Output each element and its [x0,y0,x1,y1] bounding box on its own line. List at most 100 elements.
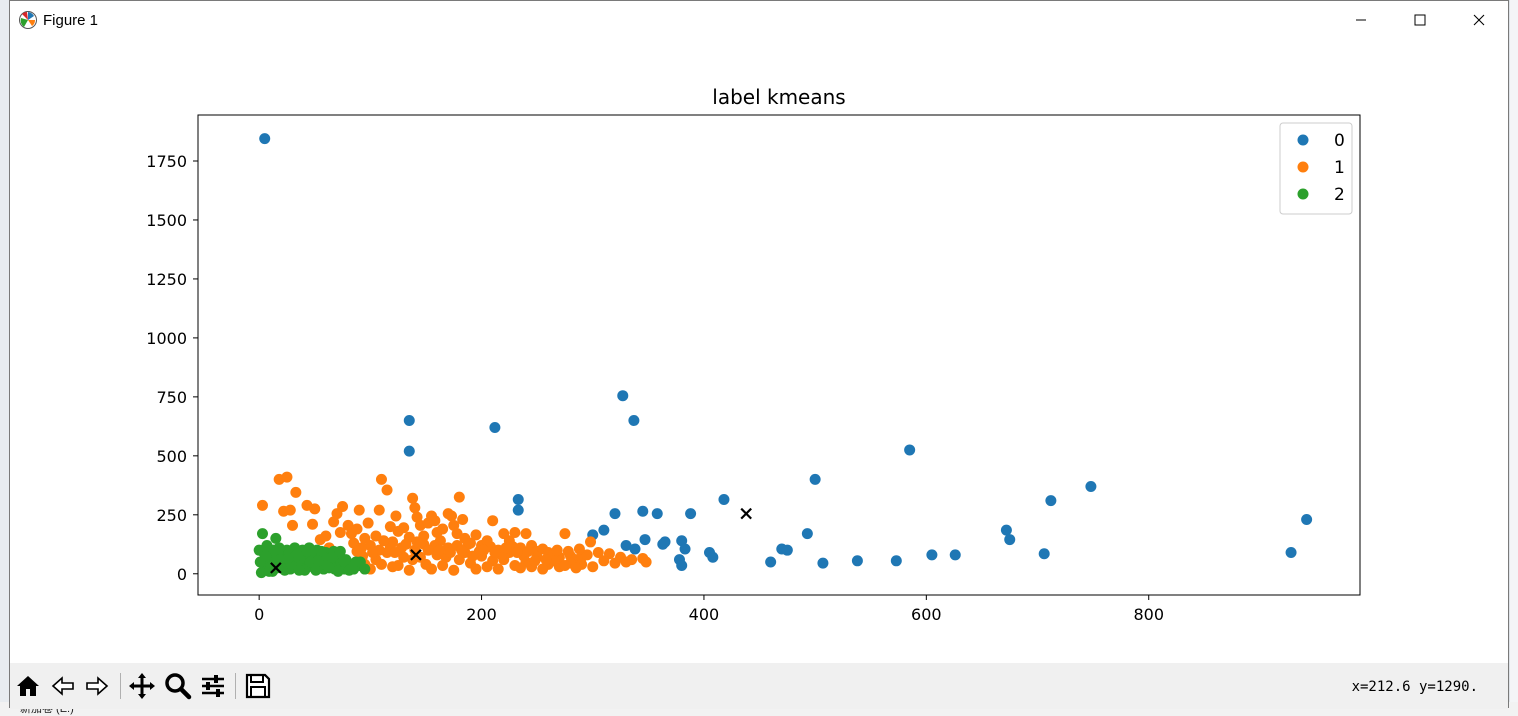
cluster-1-point [433,544,445,556]
cluster-0-point [1004,534,1016,546]
cluster-2-point [256,528,268,540]
cluster-1-point [592,547,604,559]
cluster-1-point [407,492,419,504]
cluster-1-point [256,499,268,511]
axes-frame [197,114,1361,596]
cluster-1-point [537,563,549,575]
centroid-marker [270,562,282,574]
figure-canvas[interactable]: label kmeans 0 200 400 600 800 0 250 500 750 1000… [10,39,1508,663]
cluster-1-point [478,544,490,556]
navigation-toolbar: x=212.6 y=1290. [10,663,1508,709]
cluster-1-point [392,560,404,572]
cluster-0-point [817,557,829,569]
y-tick-label: 250 [156,506,187,525]
forward-icon[interactable] [82,671,112,701]
cluster-0-point [598,524,610,536]
cursor-coordinates: x=212.6 y=1290. [1351,679,1478,695]
close-button[interactable] [1450,1,1508,39]
x-tick-label: 800 [1133,605,1164,624]
desktop-background-left [0,0,9,716]
cluster-2-point [293,564,305,576]
title-bar[interactable]: Figure 1 [10,1,1508,39]
cluster-1-point [281,471,293,483]
cluster-0-point [651,508,663,520]
cluster-1-point [540,554,552,566]
cluster-1-point [573,543,585,555]
cluster-1-point [355,542,367,554]
cluster-2-point [301,545,313,557]
cluster-1-point [470,563,482,575]
cluster-1-point [570,562,582,574]
x-tick-label: 0 [254,605,264,624]
cluster-0-point [926,549,938,561]
cluster-0-point [628,414,640,426]
cluster-1-point [470,529,482,541]
cluster-0-point [676,560,688,572]
y-tick-label: 750 [156,388,187,407]
minimize-button[interactable] [1332,1,1390,39]
zoom-icon[interactable] [163,671,193,701]
cluster-1-point [351,523,363,535]
cluster-1-point [481,561,493,573]
cluster-1-point [337,501,349,513]
legend-box [1279,122,1353,215]
cluster-1-point [381,484,393,496]
cluster-0-point [949,549,961,561]
cluster-0-point [620,539,632,551]
cluster-2-point [334,545,346,557]
cluster-1-point [453,491,465,503]
scatter-chart[interactable]: label kmeans 0 200 400 600 800 0 250 500 750 1000… [10,39,1508,663]
legend-marker [1297,161,1309,173]
cluster-0-point [403,445,415,457]
cluster-2-point [323,562,335,574]
cluster-2-point [268,544,280,556]
centroid-marker [740,507,752,520]
pan-icon[interactable] [127,671,157,701]
cluster-1-point [389,547,401,559]
cluster-1-point [609,557,621,569]
cluster-0-point [1045,495,1057,507]
back-icon[interactable] [48,671,78,701]
cluster-1-point [320,530,332,542]
home-icon[interactable] [13,671,43,701]
cluster-0-point [639,534,651,546]
cluster-1-point [500,542,512,554]
cluster-0-point [1038,548,1050,560]
cluster-0-point [617,390,629,402]
y-tick-label: 1250 [146,270,187,289]
cluster-1-point [334,526,346,538]
cluster-1-point [378,535,390,547]
cluster-1-point [587,561,599,573]
cluster-1-point [598,555,610,567]
cluster-1-point [309,503,321,515]
configure-subplots-icon[interactable] [198,671,228,701]
cluster-0-point [512,504,524,516]
cluster-2-point [332,565,344,577]
y-tick-label: 0 [177,565,187,584]
cluster-0-point [629,543,641,555]
cluster-1-point [426,563,438,575]
cluster-2-point [312,555,324,567]
cluster-1-point [307,518,319,530]
cluster-1-point [456,544,468,556]
desktop-background-right [1510,0,1518,716]
cluster-1-point [467,550,479,562]
save-icon[interactable] [243,671,273,701]
cluster-0-point [718,493,730,505]
cluster-2-point [315,545,327,557]
cluster-1-point [411,511,423,523]
legend-marker [1297,134,1309,146]
cluster-1-point [403,564,415,576]
y-tick-label: 1000 [146,329,187,348]
figure-window: Figure 1 label kmeans 0 200 400 600 800 0 250 5… [9,0,1509,709]
cluster-2-point [354,556,366,568]
cluster-0-point [765,556,777,568]
cluster-0-point [489,422,501,434]
chart-title: label kmeans [712,85,845,109]
cluster-0-point [851,555,863,567]
cluster-2-point [310,564,322,576]
maximize-button[interactable] [1391,1,1449,39]
cluster-1-point [342,519,354,531]
cluster-1-point [353,504,365,516]
x-tick-label: 200 [466,605,497,624]
